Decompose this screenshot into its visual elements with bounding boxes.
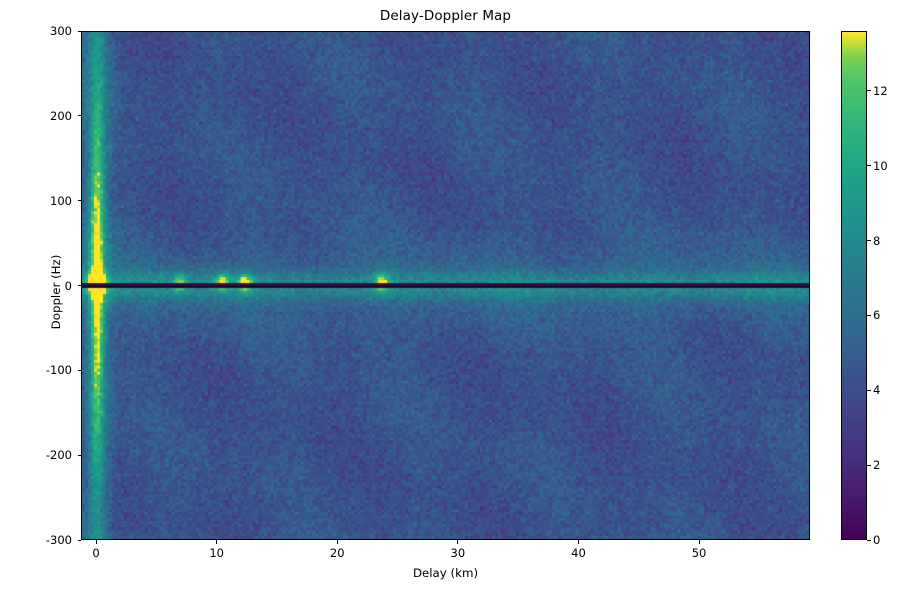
colorbar-tick-mark bbox=[867, 90, 871, 92]
colorbar-tick-label: 6 bbox=[873, 308, 881, 323]
colorbar-tick-label: 8 bbox=[873, 233, 881, 248]
y-tick-mark bbox=[77, 30, 81, 32]
x-tick-label: 10 bbox=[209, 546, 224, 560]
colorbar-tick-mark bbox=[867, 464, 871, 466]
colorbar-tick-mark bbox=[867, 314, 871, 316]
colorbar-tick-label: 12 bbox=[873, 83, 888, 98]
y-axis-label: Doppler (Hz) bbox=[49, 254, 63, 330]
y-tick-mark bbox=[77, 369, 81, 371]
x-tick-mark bbox=[698, 540, 700, 544]
y-tick-label: -100 bbox=[45, 363, 72, 378]
colorbar-tick-label: 10 bbox=[873, 158, 888, 173]
colorbar-tick-mark bbox=[867, 389, 871, 391]
y-tick-label: 200 bbox=[50, 108, 72, 123]
y-tick-mark bbox=[77, 115, 81, 117]
x-tick-label: 0 bbox=[92, 546, 100, 560]
x-tick-label: 20 bbox=[329, 546, 345, 560]
x-tick-mark bbox=[457, 540, 459, 544]
x-tick-label: 30 bbox=[450, 546, 466, 560]
colorbar-tick-mark bbox=[867, 539, 871, 541]
x-tick-label: 40 bbox=[571, 546, 586, 560]
y-tick-label: -300 bbox=[45, 533, 72, 547]
x-tick-label: 50 bbox=[691, 546, 707, 560]
y-tick-mark bbox=[77, 200, 81, 202]
y-tick-label: 100 bbox=[50, 193, 72, 208]
x-tick-mark bbox=[216, 540, 218, 544]
x-tick-mark bbox=[577, 540, 579, 544]
colorbar-gradient bbox=[842, 32, 866, 539]
x-tick-mark bbox=[336, 540, 338, 544]
x-tick-mark bbox=[95, 540, 97, 544]
y-tick-label: -200 bbox=[45, 448, 72, 463]
x-axis-label: Delay (km) bbox=[412, 566, 479, 580]
colorbar-tick-mark bbox=[867, 165, 871, 167]
colorbar-tick-label: 4 bbox=[873, 383, 881, 398]
y-tick-label: 0 bbox=[64, 278, 72, 293]
colorbar-tick-mark bbox=[867, 240, 871, 242]
y-tick-mark bbox=[77, 285, 81, 286]
page-title: Delay-Doppler Map bbox=[379, 8, 512, 24]
delay-doppler-heatmap bbox=[82, 32, 809, 539]
y-tick-mark bbox=[77, 539, 81, 541]
colorbar-tick-label: 0 bbox=[873, 533, 881, 547]
y-tick-label: 300 bbox=[50, 24, 72, 38]
colorbar bbox=[841, 31, 867, 540]
heatmap-plot-area bbox=[81, 31, 810, 540]
y-tick-mark bbox=[77, 454, 81, 456]
colorbar-tick-label: 2 bbox=[873, 458, 881, 473]
